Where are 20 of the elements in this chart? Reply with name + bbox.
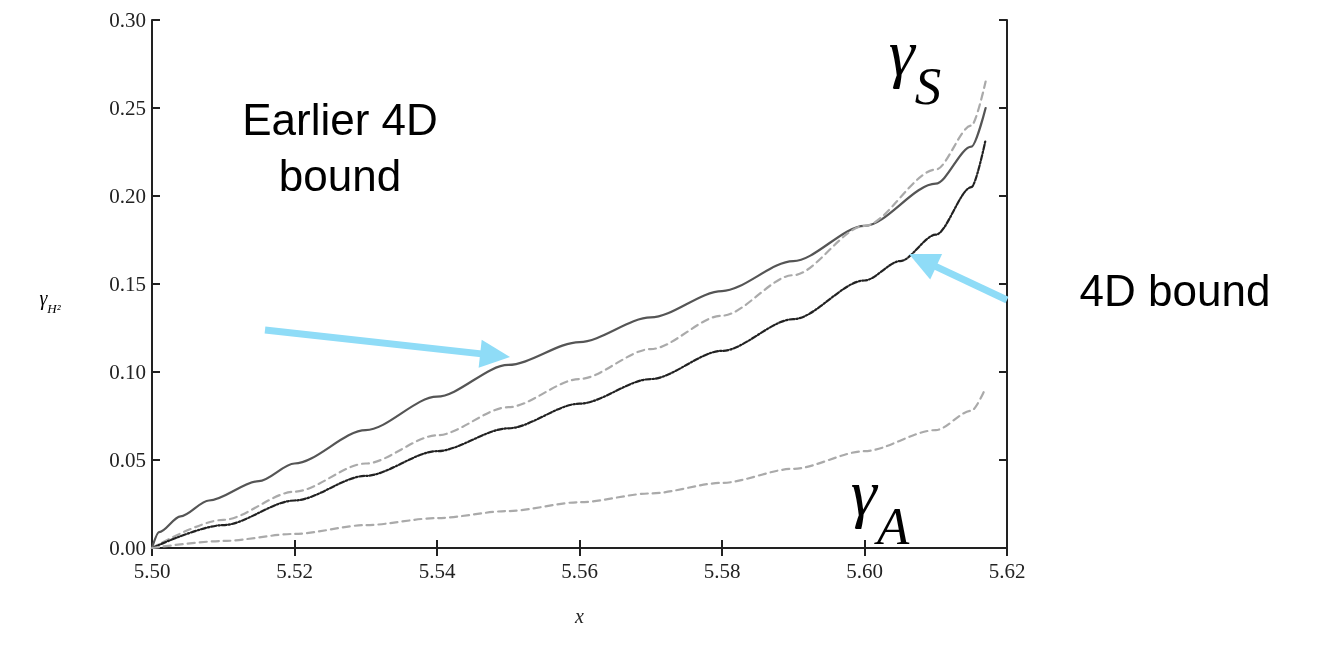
x-tick-label: 5.60 xyxy=(846,558,883,583)
x-tick-label: 5.62 xyxy=(988,558,1026,583)
text: 4D bound xyxy=(1079,266,1271,315)
x-tick-label: 5.50 xyxy=(133,558,171,583)
y-tick-label: 0.25 xyxy=(109,96,146,120)
x-tick-label: 5.58 xyxy=(703,558,741,583)
y-tick-label: 0.30 xyxy=(109,8,146,32)
y-tick-label: 0.20 xyxy=(109,184,146,208)
x-tick-label: 5.52 xyxy=(276,558,313,583)
y-tick-label: 0.15 xyxy=(109,272,146,296)
x-tick-label: 5.54 xyxy=(418,558,456,583)
y-tick-label: 0.00 xyxy=(109,536,146,560)
x-tick-label: 5.56 xyxy=(561,558,598,583)
annotation: γ$_{A}$ xyxy=(850,456,910,555)
annotation: γ$_{S}$ xyxy=(888,16,942,115)
x-axis-title: x xyxy=(574,605,585,627)
y-tick-label: 0.05 xyxy=(109,448,146,472)
y-axis-title: γ$_{H²}$ xyxy=(39,287,62,316)
y-tick-label: 0.10 xyxy=(109,360,146,384)
annotation: Earlier 4D bound xyxy=(242,95,438,200)
